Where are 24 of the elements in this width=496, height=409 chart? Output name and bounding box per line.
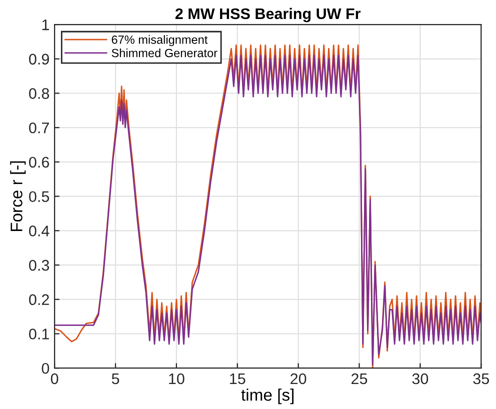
x-tick-label: 5 [112, 374, 120, 384]
x-tick-label: 25 [352, 373, 368, 384]
y-tick-label: 0.2 [29, 294, 49, 306]
x-tick-label: 10 [169, 373, 184, 384]
x-axis-title: time [s] [241, 388, 294, 404]
y-tick-label: 0.6 [29, 156, 50, 168]
y-axis-title: Force r [-] [10, 161, 26, 232]
y-tick-label: 0.1 [29, 328, 49, 340]
x-tick-label: 30 [412, 373, 428, 384]
y-tick-label: 1 [42, 20, 49, 30]
x-tick-label: 15 [230, 374, 246, 384]
y-tick-label: 0.7 [29, 122, 49, 134]
y-tick-label: 0 [42, 362, 50, 374]
x-tick-label: 35 [473, 373, 489, 384]
y-tick-label: 0.9 [29, 54, 49, 65]
x-tick-label: 20 [290, 373, 306, 384]
legend-label: Shimmed Generator [112, 48, 218, 58]
x-tick-label: 0 [50, 373, 58, 384]
chart-title: 2 MW HSS Bearing UW Fr [175, 8, 361, 22]
y-tick-label: 0.4 [29, 226, 50, 236]
legend-label: 67% misalignment [112, 35, 208, 46]
y-tick-label: 0.3 [29, 260, 50, 271]
y-tick-label: 0.8 [29, 88, 50, 99]
y-tick-label: 0.5 [29, 191, 50, 202]
